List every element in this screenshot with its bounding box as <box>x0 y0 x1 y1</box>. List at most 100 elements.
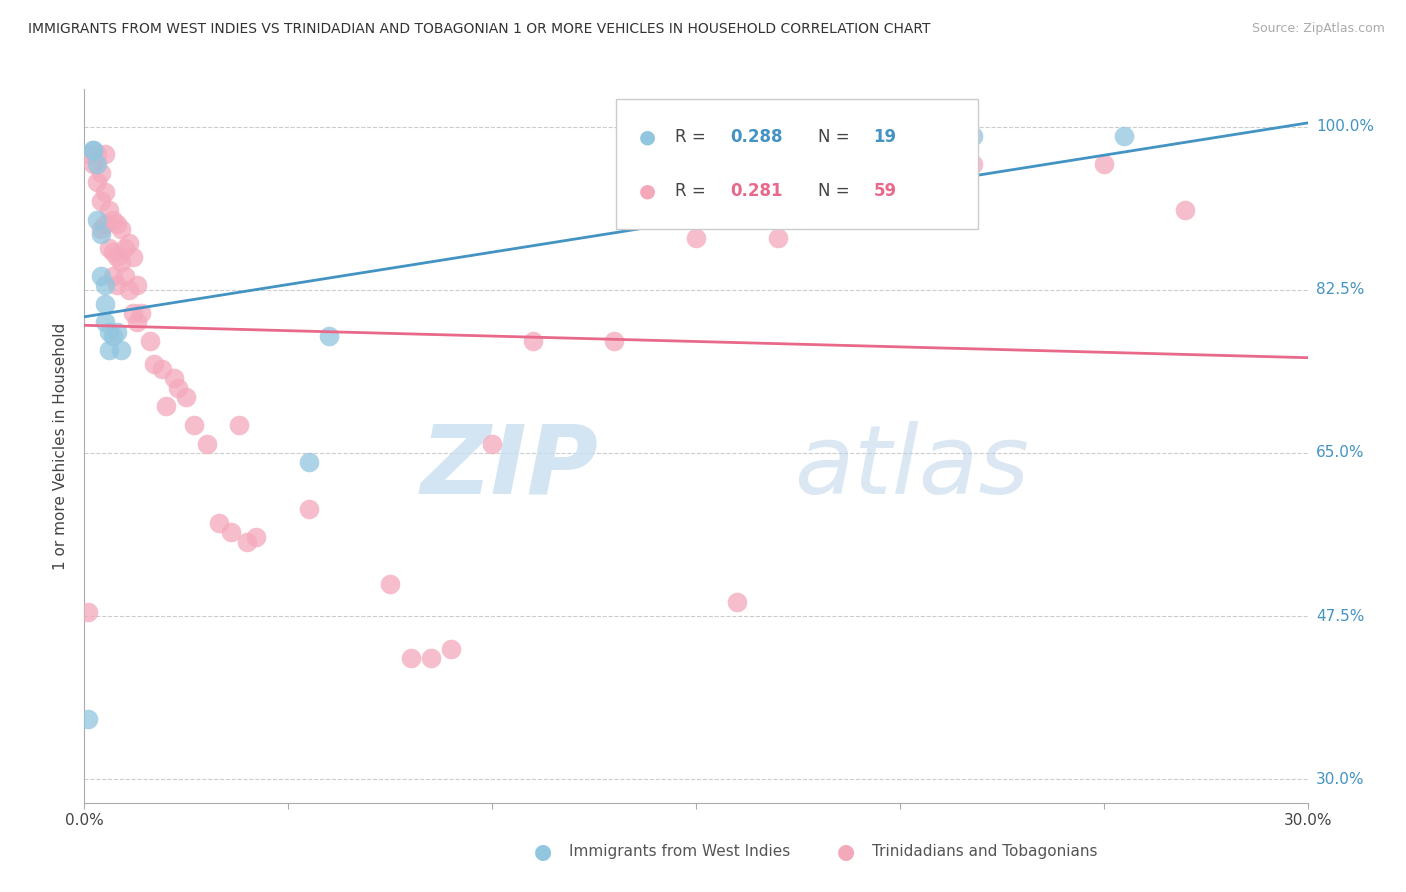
Point <box>93 315 115 329</box>
Point <box>725 595 748 609</box>
Point <box>105 250 128 264</box>
Text: Source: ZipAtlas.com: Source: ZipAtlas.com <box>1251 22 1385 36</box>
Point <box>183 417 205 432</box>
Point <box>105 218 128 232</box>
Point <box>298 455 321 469</box>
Point <box>97 203 120 218</box>
Point <box>101 268 124 283</box>
Point <box>97 343 120 358</box>
Point <box>93 218 115 232</box>
Text: 0.288: 0.288 <box>731 128 783 146</box>
Point <box>122 306 145 320</box>
Point <box>101 212 124 227</box>
Text: atlas: atlas <box>794 421 1029 514</box>
Text: N =: N = <box>818 182 855 200</box>
Text: ●: ● <box>534 842 553 862</box>
Point <box>245 530 267 544</box>
Point <box>962 128 984 143</box>
Text: IMMIGRANTS FROM WEST INDIES VS TRINIDADIAN AND TOBAGONIAN 1 OR MORE VEHICLES IN : IMMIGRANTS FROM WEST INDIES VS TRINIDADI… <box>28 22 931 37</box>
Text: 82.5%: 82.5% <box>1316 282 1364 297</box>
Text: N =: N = <box>818 128 855 146</box>
Point <box>86 147 108 161</box>
Text: 0.281: 0.281 <box>731 182 783 200</box>
Point <box>155 400 177 414</box>
Point <box>208 516 231 530</box>
Point <box>766 231 789 245</box>
Point <box>93 185 115 199</box>
Point <box>110 222 132 236</box>
Text: 65.0%: 65.0% <box>1316 445 1364 460</box>
Text: 59: 59 <box>873 182 897 200</box>
Point <box>889 157 911 171</box>
Text: ●: ● <box>638 128 655 147</box>
Point <box>236 534 259 549</box>
Point <box>1114 128 1136 143</box>
Point <box>77 147 100 161</box>
Text: 47.5%: 47.5% <box>1316 608 1364 624</box>
Point <box>86 176 108 190</box>
Point <box>86 157 108 171</box>
Point <box>93 278 115 293</box>
Point <box>82 143 104 157</box>
Text: R =: R = <box>675 182 711 200</box>
Point <box>122 250 145 264</box>
Text: ●: ● <box>638 181 655 201</box>
Text: R =: R = <box>675 128 711 146</box>
Point <box>380 576 402 591</box>
Point <box>97 325 120 339</box>
Text: Immigrants from West Indies: Immigrants from West Indies <box>569 845 790 859</box>
Point <box>90 194 112 208</box>
Point <box>298 502 321 516</box>
Point <box>962 157 984 171</box>
Point <box>90 227 112 241</box>
Text: 19: 19 <box>873 128 897 146</box>
Point <box>118 283 141 297</box>
Point <box>1092 157 1115 171</box>
Point <box>77 605 100 619</box>
Text: 100.0%: 100.0% <box>1316 119 1374 134</box>
Point <box>420 651 443 665</box>
Text: Trinidadians and Tobagonians: Trinidadians and Tobagonians <box>872 845 1097 859</box>
Point <box>90 268 112 283</box>
Point <box>195 436 218 450</box>
Point <box>522 334 544 348</box>
Point <box>228 417 250 432</box>
Point <box>93 297 115 311</box>
Point <box>101 329 124 343</box>
Point <box>90 222 112 236</box>
Point <box>105 278 128 293</box>
Point <box>150 362 173 376</box>
Point <box>318 329 340 343</box>
Point <box>110 343 132 358</box>
Point <box>163 371 186 385</box>
Point <box>399 651 422 665</box>
Point <box>97 241 120 255</box>
Point <box>105 325 128 339</box>
Point <box>440 641 463 656</box>
Point <box>110 254 132 268</box>
Y-axis label: 1 or more Vehicles in Household: 1 or more Vehicles in Household <box>53 322 69 570</box>
Point <box>82 157 104 171</box>
Point <box>93 147 115 161</box>
Point <box>1174 203 1197 218</box>
Point <box>82 143 104 157</box>
Point <box>481 436 503 450</box>
Point <box>685 231 707 245</box>
Point <box>101 245 124 260</box>
Point <box>138 334 160 348</box>
Point <box>131 306 153 320</box>
Point <box>142 357 165 371</box>
Point <box>90 166 112 180</box>
Text: 30.0%: 30.0% <box>1316 772 1364 787</box>
Point <box>127 315 149 329</box>
Text: ●: ● <box>837 842 855 862</box>
Point <box>114 241 136 255</box>
Point <box>167 381 190 395</box>
Point <box>118 236 141 251</box>
Point <box>174 390 197 404</box>
Point <box>77 712 100 726</box>
Point <box>86 212 108 227</box>
Point <box>219 525 242 540</box>
Point <box>114 268 136 283</box>
Point <box>603 334 626 348</box>
